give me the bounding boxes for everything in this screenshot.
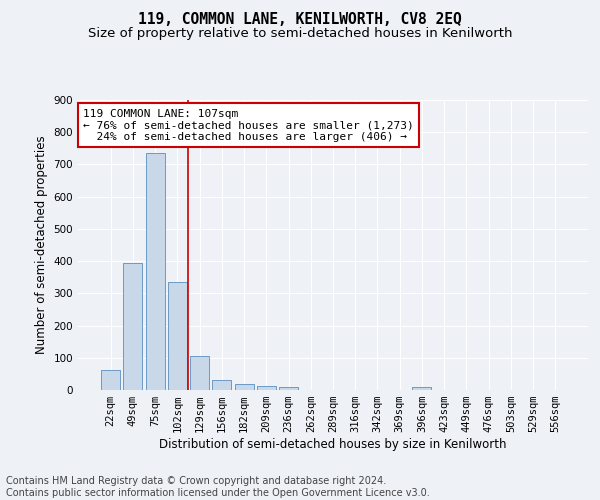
Text: Size of property relative to semi-detached houses in Kenilworth: Size of property relative to semi-detach…: [88, 28, 512, 40]
Text: 119 COMMON LANE: 107sqm
← 76% of semi-detached houses are smaller (1,273)
  24% : 119 COMMON LANE: 107sqm ← 76% of semi-de…: [83, 108, 414, 142]
Bar: [146, 153, 164, 390]
X-axis label: Distribution of semi-detached houses by size in Kenilworth: Distribution of semi-detached houses by …: [159, 438, 507, 451]
Bar: [212, 380, 231, 390]
Y-axis label: Number of semi-detached properties: Number of semi-detached properties: [35, 136, 48, 354]
Bar: [124, 264, 142, 390]
Text: Contains HM Land Registry data © Crown copyright and database right 2024.
Contai: Contains HM Land Registry data © Crown c…: [6, 476, 430, 498]
Bar: [101, 370, 120, 390]
Bar: [279, 387, 298, 390]
Bar: [168, 282, 187, 390]
Text: 119, COMMON LANE, KENILWORTH, CV8 2EQ: 119, COMMON LANE, KENILWORTH, CV8 2EQ: [138, 12, 462, 28]
Bar: [190, 356, 209, 390]
Bar: [257, 386, 276, 390]
Bar: [235, 384, 254, 390]
Bar: [412, 387, 431, 390]
